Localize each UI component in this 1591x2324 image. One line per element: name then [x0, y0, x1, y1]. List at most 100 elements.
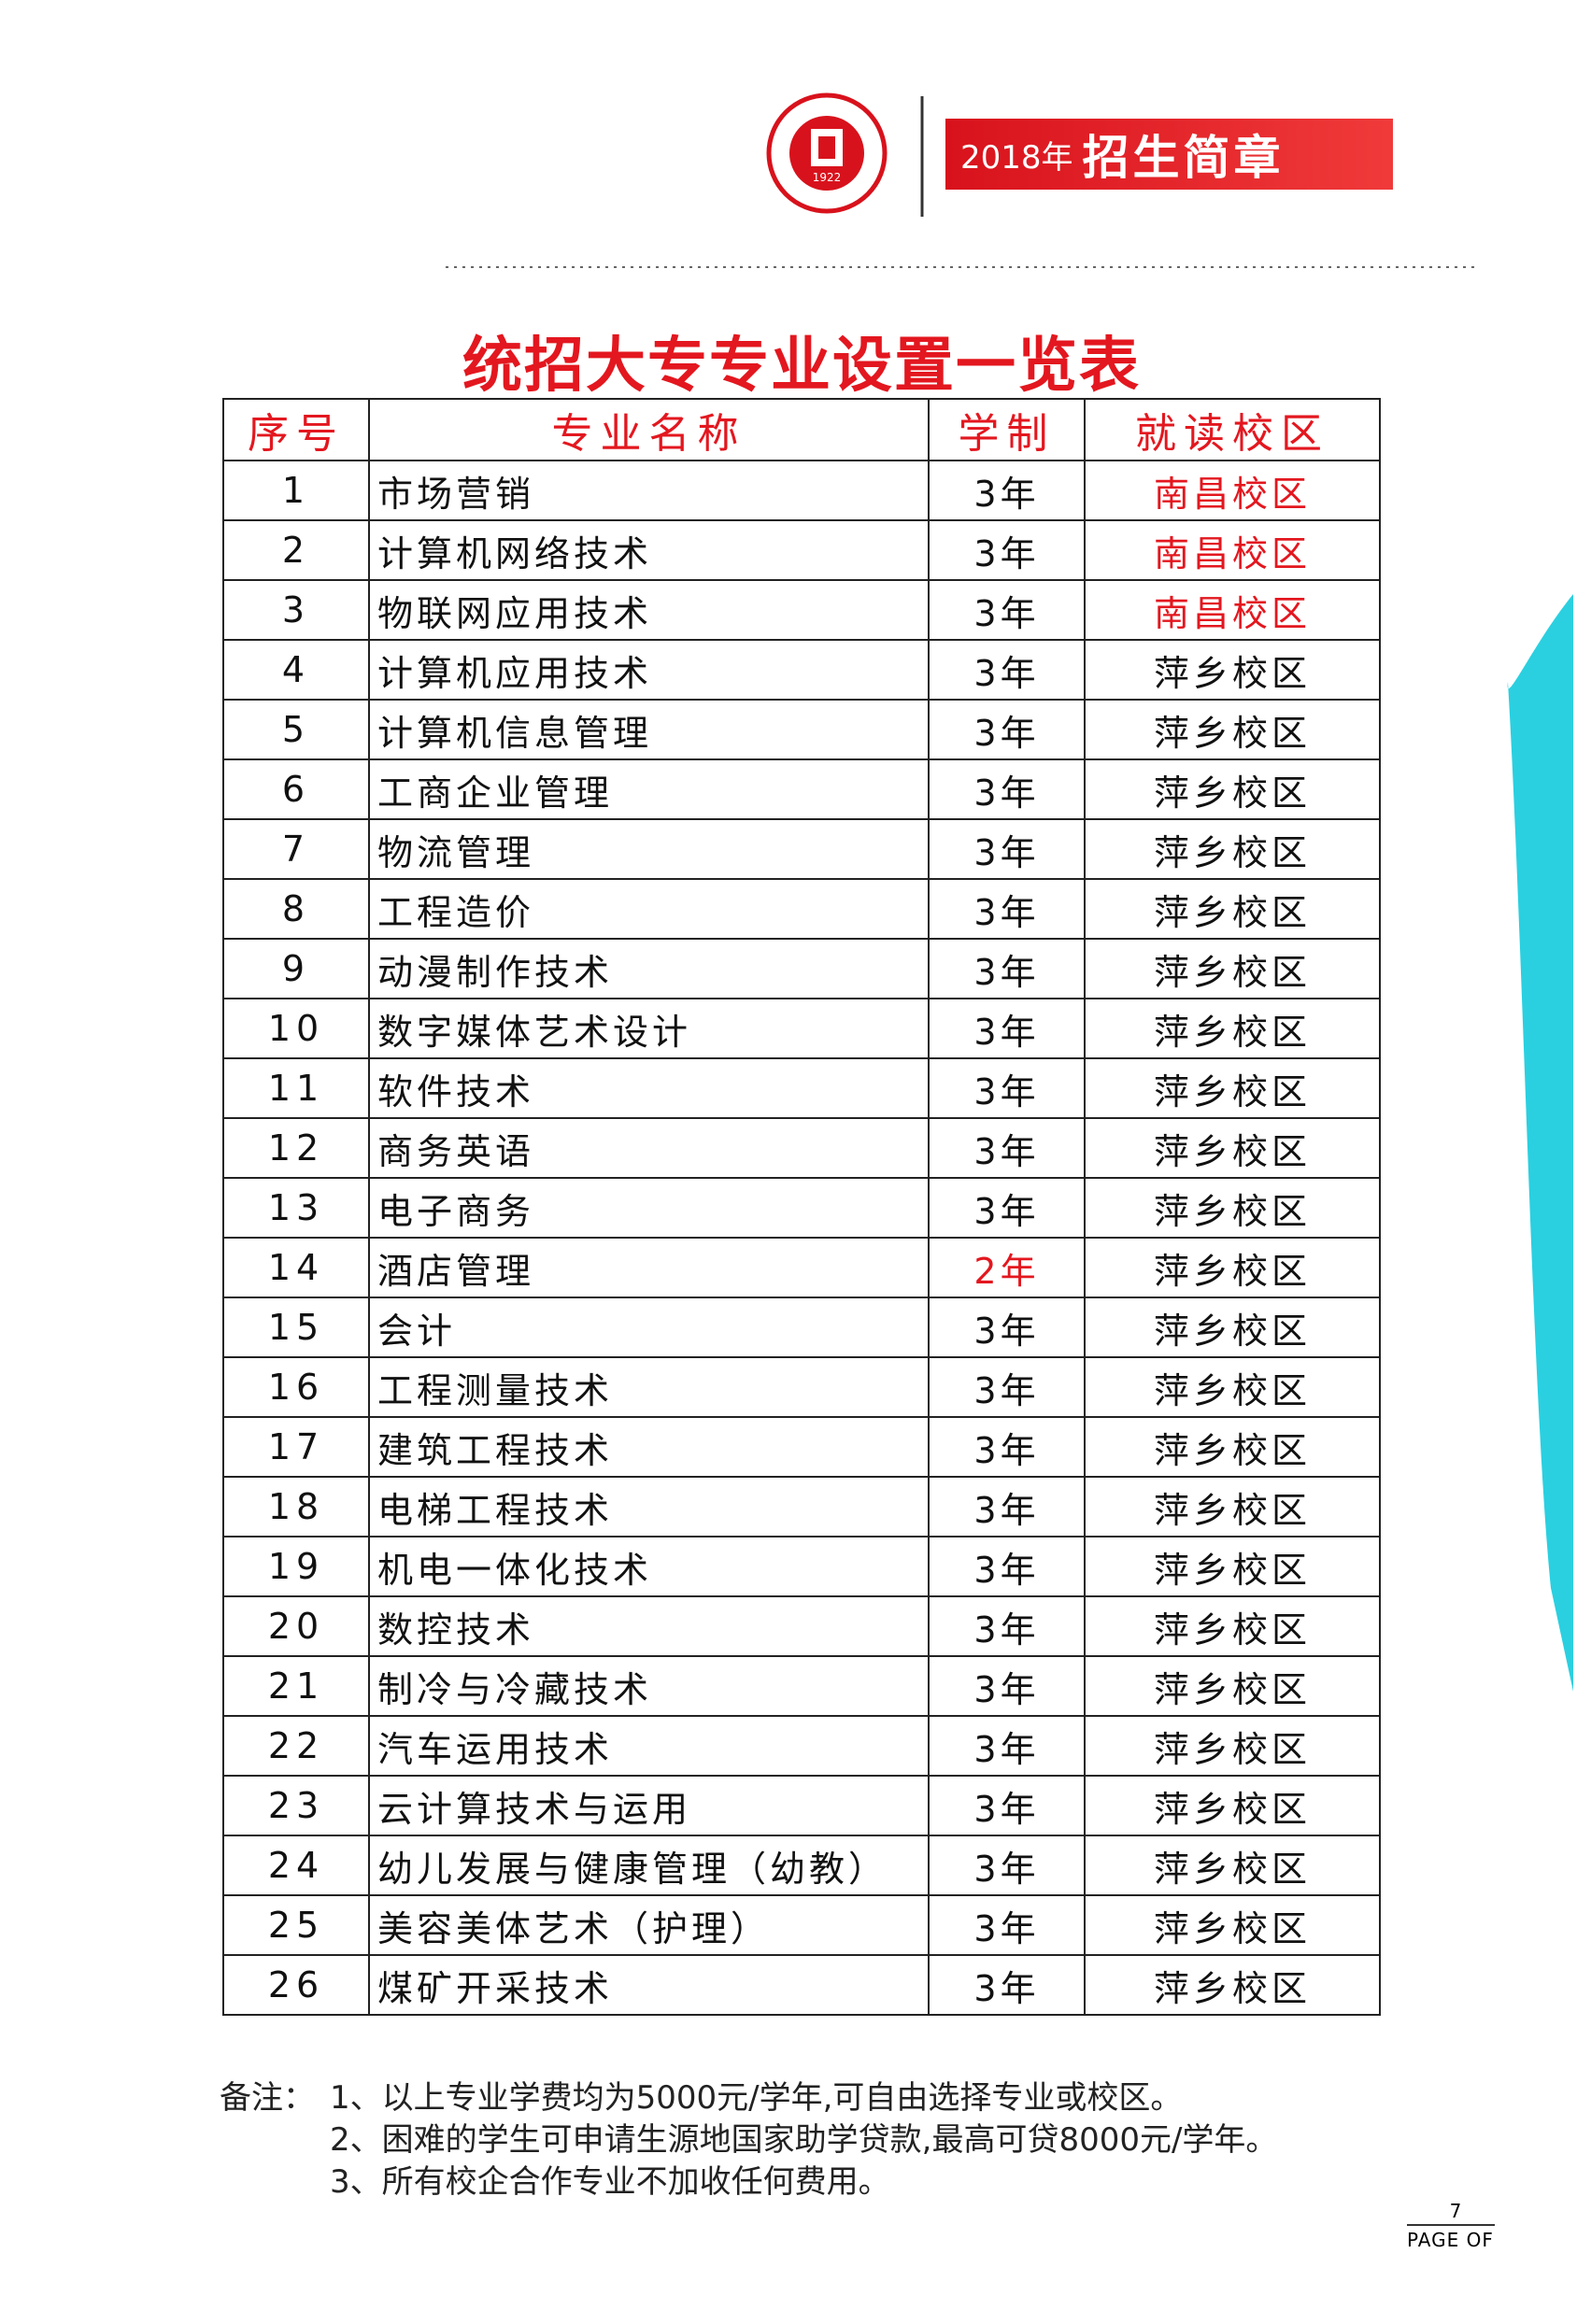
table-row: 9 动漫制作技术 3年 萍乡校区 — [222, 938, 1381, 999]
table-row: 13 电子商务 3年 萍乡校区 — [222, 1177, 1381, 1239]
table-row: 3 物联网应用技术 3年 南昌校区 — [222, 579, 1381, 641]
table-cell: 机电一体化技术 — [368, 1536, 930, 1597]
table-cell: 9 — [222, 938, 370, 999]
table-cell: 数字媒体艺术设计 — [368, 998, 930, 1059]
table-cell: 7 — [222, 818, 370, 880]
table-cell: 萍乡校区 — [1084, 878, 1381, 940]
table-cell: 20 — [222, 1595, 370, 1657]
table-cell: 3年 — [928, 1835, 1086, 1896]
table-cell: 萍乡校区 — [1084, 1356, 1381, 1418]
column-header: 就读校区 — [1084, 398, 1381, 461]
table-cell: 3年 — [928, 998, 1086, 1059]
table-cell: 酒店管理 — [368, 1237, 930, 1298]
table-cell: 10 — [222, 998, 370, 1059]
table-cell: 3年 — [928, 1954, 1086, 2016]
header-banner: 2018年 招生简章 — [945, 119, 1393, 190]
table-cell: 工程造价 — [368, 878, 930, 940]
table-cell: 萍乡校区 — [1084, 1057, 1381, 1119]
header-title: 招生简章 — [1082, 131, 1285, 185]
table-cell: 煤矿开采技术 — [368, 1954, 930, 2016]
table-cell: 3年 — [928, 1595, 1086, 1657]
table-cell: 16 — [222, 1356, 370, 1418]
table-body: 1 市场营销 3年 南昌校区 2 计算机网络技术 3年 南昌校区 3 物联网应用技术 3年 南昌校区 4… — [222, 460, 1381, 2016]
table-row: 25 美容美体艺术（护理） 3年 萍乡校区 — [222, 1894, 1381, 1956]
table-cell: 3年 — [928, 1057, 1086, 1119]
table-cell: 23 — [222, 1775, 370, 1836]
table-cell: 4 — [222, 639, 370, 701]
table-cell: 3年 — [928, 1416, 1086, 1478]
table-cell: 萍乡校区 — [1084, 1835, 1381, 1896]
table-cell: 12 — [222, 1117, 370, 1179]
table-row: 22 汽车运用技术 3年 萍乡校区 — [222, 1715, 1381, 1777]
table-cell: 幼儿发展与健康管理（幼教） — [368, 1835, 930, 1896]
table-cell: 26 — [222, 1954, 370, 2016]
table-cell: 物流管理 — [368, 818, 930, 880]
table-row: 10 数字媒体艺术设计 3年 萍乡校区 — [222, 998, 1381, 1059]
table-cell: 云计算技术与运用 — [368, 1775, 930, 1836]
table-cell: 萍乡校区 — [1084, 1595, 1381, 1657]
table-cell: 工商企业管理 — [368, 758, 930, 820]
table-cell: 11 — [222, 1057, 370, 1119]
table-row: 12 商务英语 3年 萍乡校区 — [222, 1117, 1381, 1179]
table-cell: 数控技术 — [368, 1595, 930, 1657]
table-row: 1 市场营销 3年 南昌校区 — [222, 460, 1381, 521]
table-cell: 3年 — [928, 1476, 1086, 1538]
table-cell: 3年 — [928, 1715, 1086, 1777]
table-cell: 计算机网络技术 — [368, 519, 930, 581]
table-cell: 3年 — [928, 938, 1086, 999]
table-cell: 萍乡校区 — [1084, 1894, 1381, 1956]
table-cell: 3年 — [928, 639, 1086, 701]
table-cell: 3年 — [928, 818, 1086, 880]
table-cell: 22 — [222, 1715, 370, 1777]
table-cell: 3年 — [928, 579, 1086, 641]
note: 2、困难的学生可申请生源地国家助学贷款,最高可贷8000元/学年。 — [330, 2121, 1278, 2159]
table-cell: 6 — [222, 758, 370, 820]
table-row: 8 工程造价 3年 萍乡校区 — [222, 878, 1381, 940]
logo-mark-inner — [818, 136, 835, 159]
table-row: 4 计算机应用技术 3年 萍乡校区 — [222, 639, 1381, 701]
table-cell: 萍乡校区 — [1084, 818, 1381, 880]
table-cell: 19 — [222, 1536, 370, 1597]
table-cell: 萍乡校区 — [1084, 639, 1381, 701]
page-number: 7 — [1449, 2200, 1462, 2222]
table-cell: 3年 — [928, 1356, 1086, 1418]
table-cell: 萍乡校区 — [1084, 1775, 1381, 1836]
table-cell: 5 — [222, 699, 370, 760]
note: 3、所有校企合作专业不加收任何费用。 — [330, 2163, 890, 2201]
table-cell: 萍乡校区 — [1084, 1177, 1381, 1239]
table-cell: 25 — [222, 1894, 370, 1956]
table-row: 19 机电一体化技术 3年 萍乡校区 — [222, 1536, 1381, 1597]
table-cell: 3年 — [928, 1655, 1086, 1717]
table-cell: 萍乡校区 — [1084, 938, 1381, 999]
table-cell: 萍乡校区 — [1084, 998, 1381, 1059]
table-cell: 萍乡校区 — [1084, 1715, 1381, 1777]
table-cell: 2 — [222, 519, 370, 581]
note: 1、以上专业学费均为5000元/学年,可自由选择专业或校区。 — [330, 2079, 1183, 2117]
table-row: 17 建筑工程技术 3年 萍乡校区 — [222, 1416, 1381, 1478]
notes-label: 备注： — [220, 2079, 315, 2117]
table-cell: 计算机信息管理 — [368, 699, 930, 760]
table-cell: 萍乡校区 — [1084, 1954, 1381, 2016]
table-cell: 17 — [222, 1416, 370, 1478]
table-row: 18 电梯工程技术 3年 萍乡校区 — [222, 1476, 1381, 1538]
table-cell: 制冷与冷藏技术 — [368, 1655, 930, 1717]
table-cell: 3年 — [928, 758, 1086, 820]
table-cell: 萍乡校区 — [1084, 1536, 1381, 1597]
table-cell: 18 — [222, 1476, 370, 1538]
column-header: 序号 — [222, 398, 370, 461]
table-cell: 市场营销 — [368, 460, 930, 521]
table-cell: 3年 — [928, 1536, 1086, 1597]
table-cell: 21 — [222, 1655, 370, 1717]
table-cell: 萍乡校区 — [1084, 1416, 1381, 1478]
header-year: 2018年 — [960, 138, 1073, 177]
table-row: 14 酒店管理 2年 萍乡校区 — [222, 1237, 1381, 1298]
table-cell: 3年 — [928, 519, 1086, 581]
table-row: 21 制冷与冷藏技术 3年 萍乡校区 — [222, 1655, 1381, 1717]
page-label: PAGE OF — [1407, 2229, 1494, 2251]
table-cell: 南昌校区 — [1084, 579, 1381, 641]
table-cell: 南昌校区 — [1084, 519, 1381, 581]
table-cell: 萍乡校区 — [1084, 758, 1381, 820]
table-cell: 南昌校区 — [1084, 460, 1381, 521]
table-cell: 电子商务 — [368, 1177, 930, 1239]
